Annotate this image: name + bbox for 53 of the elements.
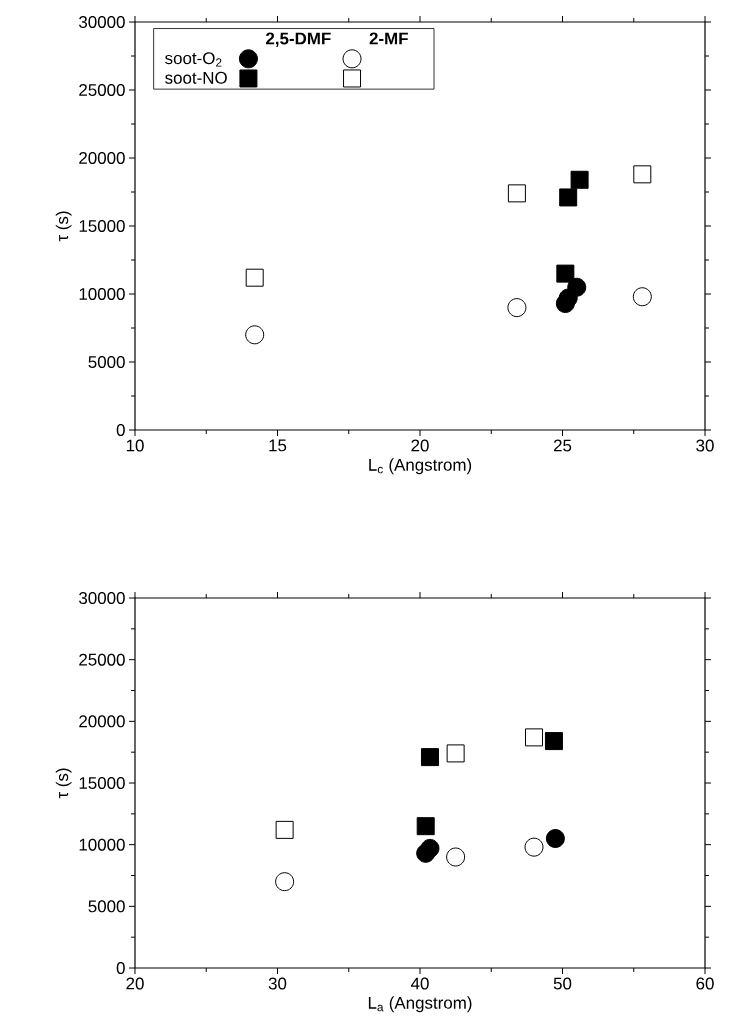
y-tick-label: 10000: [79, 288, 125, 301]
x-tick-label: 60: [696, 977, 714, 990]
y-tick-label: 15000: [79, 220, 125, 233]
point: [567, 277, 587, 297]
point: [275, 820, 294, 839]
y-axis-title: τ (s): [55, 768, 72, 799]
x-tick-label: 40: [410, 977, 429, 990]
point: [633, 165, 652, 184]
y-tick-label: 5000: [88, 900, 125, 913]
point: [245, 268, 264, 287]
point: [559, 188, 578, 207]
x-tick-label: 30: [268, 977, 287, 990]
point: [545, 829, 565, 849]
y-axis-title: τ (s): [55, 211, 72, 242]
y-tick-label: 15000: [79, 777, 125, 790]
x-tick-label: 25: [553, 439, 572, 452]
x-tick-label: 10: [126, 439, 144, 452]
y-tick-label: 30000: [79, 16, 125, 29]
x-axis-title: L$_{a}$ (Angstrom): [368, 996, 472, 1013]
point: [420, 838, 440, 858]
legend-label: soot-NO: [165, 71, 227, 84]
y-tick-label: 20000: [79, 715, 125, 728]
annotation: 2-MF: [369, 32, 408, 45]
x-tick-label: 50: [553, 977, 572, 990]
point: [507, 184, 526, 203]
point: [245, 325, 265, 345]
legend-label: soot-O$_{2}$: [165, 52, 222, 67]
y-tick-label: 20000: [79, 152, 125, 165]
point: [507, 298, 527, 318]
point: [446, 744, 465, 763]
point: [416, 817, 435, 836]
point: [524, 837, 544, 857]
x-tick-label: 20: [411, 439, 429, 452]
x-tick-label: 15: [269, 439, 287, 452]
y-tick-label: 10000: [79, 838, 125, 851]
x-tick-label: 20: [126, 977, 144, 990]
point: [570, 170, 589, 189]
point: [275, 872, 295, 892]
point: [544, 732, 563, 751]
y-tick-label: 25000: [79, 84, 125, 97]
y-tick-label: 0: [116, 424, 125, 437]
x-axis-title: L$_{c}$ (Angstrom): [369, 458, 472, 475]
point: [556, 264, 575, 283]
y-tick-label: 30000: [79, 592, 125, 605]
y-tick-label: 0: [116, 962, 125, 975]
point: [525, 728, 543, 747]
y-tick-label: 5000: [88, 356, 125, 369]
annotation: 2,5-DMF: [266, 32, 331, 47]
point: [420, 748, 439, 767]
x-tick-label: 30: [696, 439, 714, 452]
y-tick-label: 25000: [79, 653, 125, 666]
point: [446, 847, 466, 867]
point: [632, 287, 652, 307]
